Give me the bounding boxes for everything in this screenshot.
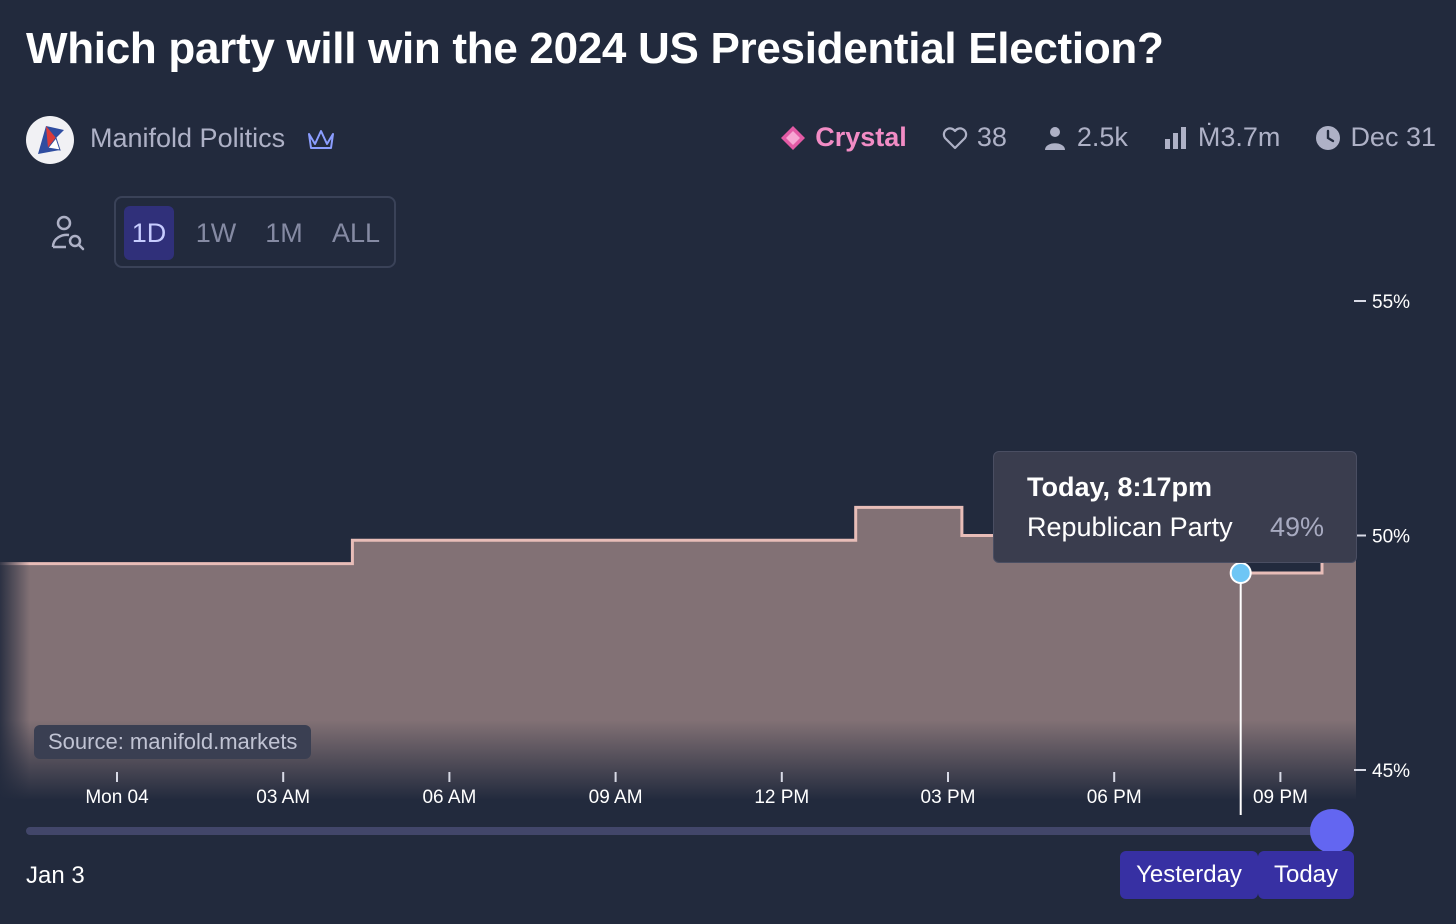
x-tick-label: 03 PM: [921, 787, 976, 808]
likes-count: 38: [976, 122, 1007, 152]
period-1m-button[interactable]: 1M: [265, 218, 303, 248]
market-stats: Crystal 38 2.5k Ṁ3.7m: [779, 122, 1436, 153]
creator-name[interactable]: Manifold Politics: [90, 123, 286, 153]
x-tick-label: 09 AM: [589, 787, 643, 808]
y-tick-label: 55%: [1372, 292, 1410, 313]
series-line: [0, 505, 1356, 575]
user-icon: [1044, 126, 1065, 150]
clock-icon: [1316, 125, 1341, 150]
x-tick-label: 06 PM: [1087, 787, 1142, 808]
user-search-icon[interactable]: [48, 214, 86, 252]
volume-stat[interactable]: Ṁ3.7m: [1162, 122, 1281, 153]
period-1d-button[interactable]: 1D: [124, 206, 174, 260]
tier-badge[interactable]: Crystal: [779, 122, 907, 153]
x-tick-label: Mon 04: [85, 787, 149, 808]
heart-icon: [942, 126, 968, 149]
traders-count: 2.5k: [1076, 122, 1128, 152]
bar-chart-icon: [1164, 126, 1186, 149]
close-date-stat[interactable]: Dec 31: [1314, 122, 1436, 153]
yesterday-button[interactable]: Yesterday: [1120, 851, 1258, 899]
source-label: Source: manifold.markets: [34, 725, 312, 759]
question-title: Which party will win the 2024 US Preside…: [26, 24, 1164, 73]
likes-stat[interactable]: 38: [941, 122, 1007, 153]
x-tick-label: 12 PM: [754, 787, 809, 808]
tooltip-time: Today, 8:17pm: [1027, 472, 1213, 502]
creator-avatar[interactable]: [26, 116, 74, 164]
x-tick-label: 06 AM: [422, 787, 476, 808]
y-tick-label: 45%: [1372, 761, 1410, 782]
market-meta: Manifold Politics Crystal 38 2.5k: [26, 116, 1436, 164]
crystal-icon: [781, 125, 806, 150]
tooltip-series: Republican Party: [1027, 512, 1233, 542]
time-range-slider-track[interactable]: [26, 827, 1336, 835]
x-tick-label: 09 PM: [1253, 787, 1308, 808]
crown-icon: [308, 130, 334, 149]
chart-tooltip: Today, 8:17pm Republican Party 49%: [993, 451, 1357, 563]
volume-amount: Ṁ3.7m: [1197, 122, 1281, 152]
close-date: Dec 31: [1350, 122, 1436, 152]
period-all-button[interactable]: ALL: [331, 218, 381, 248]
tooltip-value: 49%: [1269, 512, 1324, 542]
y-tick-label: 50%: [1372, 527, 1410, 548]
x-tick-label: 03 AM: [256, 787, 310, 808]
hover-point[interactable]: [1229, 562, 1252, 585]
period-1w-button[interactable]: 1W: [195, 218, 237, 248]
range-start-date: Jan 3: [26, 862, 85, 889]
time-period-selector: 1D 1W 1M ALL: [114, 196, 396, 268]
today-button[interactable]: Today: [1258, 851, 1354, 899]
time-range-slider-handle[interactable]: [1310, 809, 1354, 853]
traders-stat[interactable]: 2.5k: [1041, 122, 1128, 153]
tier-label: Crystal: [815, 122, 907, 152]
